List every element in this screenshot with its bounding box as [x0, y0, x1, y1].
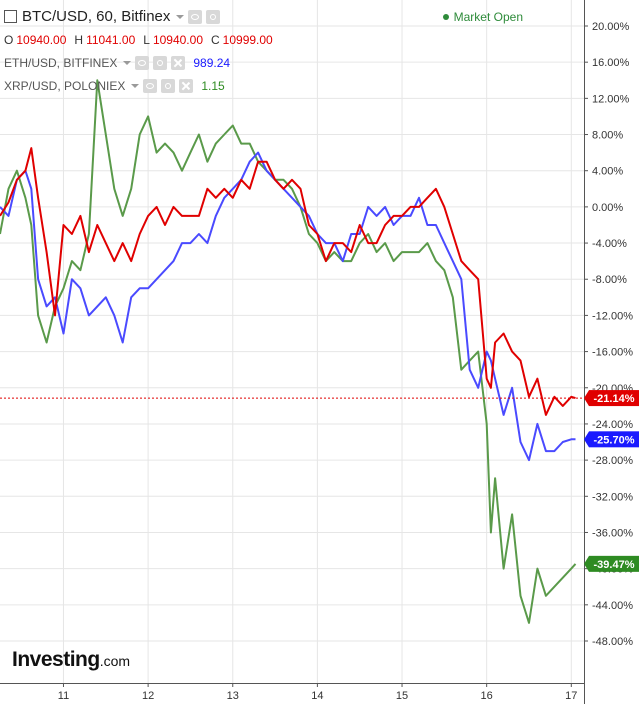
ohlc-high-key: H	[74, 33, 84, 47]
y-tick-label: -24.00%	[592, 419, 633, 431]
overlay-row-eth: ETH/USD, BITFINEX 989.24	[4, 56, 230, 70]
ohlc-low-key: L	[143, 33, 150, 47]
gear-icon[interactable]	[161, 79, 176, 93]
end-label-box	[589, 390, 639, 407]
symbol-row: BTC/USD, 60, Bitfinex	[4, 8, 221, 25]
eye-icon[interactable]	[143, 79, 158, 93]
eye-icon[interactable]	[188, 9, 203, 24]
x-tick-label: 11	[58, 690, 69, 702]
series-lines	[0, 79, 577, 624]
y-tick-label: -8.00%	[592, 274, 627, 286]
symbol-marker-icon	[4, 10, 17, 23]
y-tick-label: 20.00%	[592, 21, 630, 33]
y-tick-label: -44.00%	[592, 600, 633, 612]
x-axis-ticks: 11 12 13 14 15 16 17	[58, 683, 577, 702]
y-axis-ticks: 20.00% 16.00% 12.00% 8.00% 4.00% 0.00% -4.00% -…	[584, 21, 633, 648]
y-tick-label: 16.00%	[592, 57, 630, 69]
y-tick-label: -48.00%	[592, 636, 633, 648]
investing-logo: Investing .com	[12, 648, 130, 672]
end-label-pointer	[584, 555, 589, 572]
y-tick-label: -4.00%	[592, 238, 627, 250]
overlay-value-xrp: 1.15	[201, 79, 225, 93]
gear-icon[interactable]	[206, 9, 221, 24]
ohlc-row: O 10940.00 H 11041.00 L 10940.00 C 10999.00	[4, 33, 281, 47]
overlay-value-eth: 989.24	[193, 56, 231, 70]
chevron-down-icon[interactable]	[123, 61, 132, 65]
x-tick-label: 17	[565, 690, 577, 702]
x-tick-label: 14	[311, 690, 323, 702]
x-tick-label: 15	[396, 690, 408, 702]
y-tick-label: 0.00%	[592, 202, 623, 214]
y-tick-label: -16.00%	[592, 347, 633, 359]
y-tick-label: 12.00%	[592, 93, 630, 105]
chevron-down-icon[interactable]	[176, 14, 185, 19]
ohlc-close-key: C	[211, 33, 220, 47]
overlay-name-eth[interactable]: ETH/USD, BITFINEX	[4, 56, 118, 70]
x-tick-label: 13	[227, 690, 239, 702]
y-tick-label: -36.00%	[592, 527, 633, 539]
close-icon[interactable]	[171, 56, 186, 70]
y-tick-label: -12.00%	[592, 310, 633, 322]
logo-main-text: Investing	[12, 648, 100, 671]
x-tick-label: 12	[142, 690, 154, 702]
market-status-text: Market Open	[453, 10, 523, 24]
ohlc-open-key: O	[4, 33, 14, 47]
eye-icon[interactable]	[135, 56, 150, 70]
overlay-name-xrp[interactable]: XRP/USD, POLONIEX	[4, 79, 126, 93]
end-label-text: -39.47%	[594, 559, 635, 571]
x-tick-label: 16	[481, 690, 493, 702]
status-dot-icon	[442, 14, 449, 20]
grid-lines	[0, 0, 584, 683]
y-tick-label: 4.00%	[592, 166, 623, 178]
y-tick-label: -32.00%	[592, 491, 633, 503]
overlay-row-xrp: XRP/USD, POLONIEX 1.15	[4, 79, 225, 93]
ohlc-open-value: 10940.00	[16, 33, 67, 47]
end-label-box	[589, 555, 639, 572]
end-label-text: -25.70%	[594, 434, 635, 446]
end-label-pointer	[584, 390, 589, 407]
ohlc-low-value: 10940.00	[152, 33, 203, 47]
end-label-pointer	[584, 431, 589, 448]
close-icon[interactable]	[179, 79, 194, 93]
symbol-title[interactable]: BTC/USD, 60, Bitfinex	[22, 8, 171, 25]
logo-sub-text: .com	[99, 653, 131, 669]
end-labels: -21.14% -25.70% -39.47%	[584, 390, 639, 572]
gear-icon[interactable]	[153, 56, 168, 70]
end-label-box	[589, 431, 639, 448]
series-line-btc-usd	[0, 147, 576, 416]
y-tick-label: -28.00%	[592, 455, 633, 467]
ohlc-close-value: 10999.00	[222, 33, 273, 47]
ohlc-high-value: 11041.00	[86, 33, 136, 47]
y-tick-label: 8.00%	[592, 130, 623, 142]
series-line-xrp-usd	[0, 79, 577, 624]
chevron-down-icon[interactable]	[131, 84, 140, 88]
series-line-eth-usd	[0, 151, 576, 462]
market-status: Market Open	[442, 10, 523, 24]
end-label-text: -21.14%	[594, 393, 635, 405]
